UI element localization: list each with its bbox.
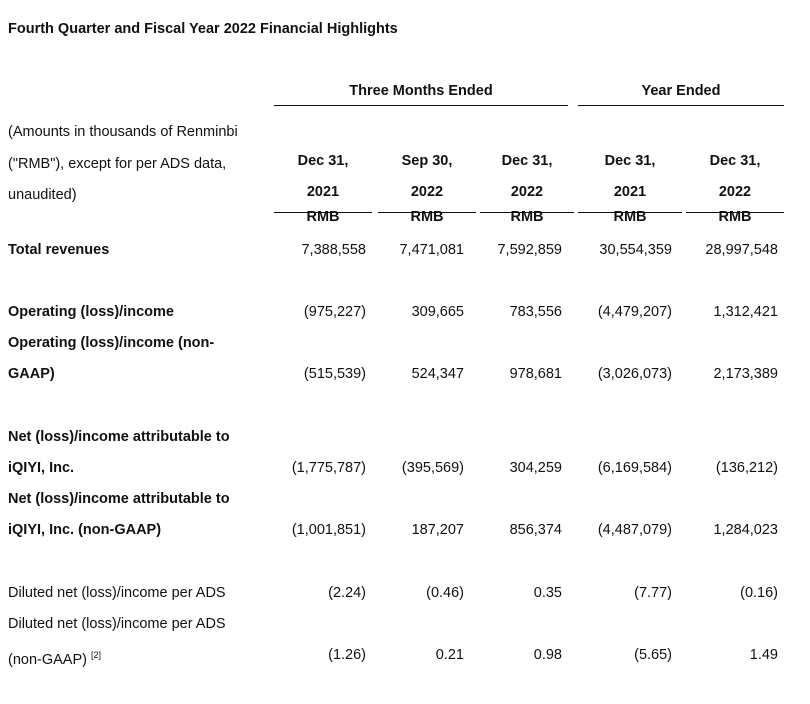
column-header-fy-2022: Dec 31, 2022 bbox=[686, 146, 784, 213]
table-cell: (0.46) bbox=[426, 585, 464, 601]
table-cell: (7.77) bbox=[634, 585, 672, 601]
page-title: Fourth Quarter and Fiscal Year 2022 Fina… bbox=[8, 21, 398, 37]
table-cell: 783,556 bbox=[509, 304, 562, 320]
table-cell: 1,284,023 bbox=[713, 522, 778, 538]
table-cell: 7,388,558 bbox=[301, 242, 366, 258]
row-label: Operating (loss)/income (non-GAAP) bbox=[8, 335, 215, 382]
table-cell: 978,681 bbox=[509, 366, 562, 382]
column-header-date: Dec 31, bbox=[297, 153, 349, 169]
table-cell: (2.24) bbox=[328, 585, 366, 601]
table-cell: (395,569) bbox=[401, 460, 464, 476]
unit-label: RMB bbox=[718, 209, 752, 225]
table-cell: (6,169,584) bbox=[597, 460, 672, 476]
three-months-ended-header: Three Months Ended bbox=[274, 83, 568, 106]
unit-label: RMB bbox=[613, 209, 647, 225]
column-header-year: 2021 bbox=[306, 184, 340, 200]
table-cell: 0.35 bbox=[533, 585, 562, 601]
table-cell: (1,775,787) bbox=[291, 460, 366, 476]
table-cell: 7,592,859 bbox=[497, 242, 562, 258]
row-label-text: Diluted net (loss)/income per ADS (non-G… bbox=[8, 616, 226, 668]
column-header-date: Dec 31, bbox=[604, 153, 656, 169]
row-label: Total revenues bbox=[8, 242, 110, 258]
row-label: Net (loss)/income attributable to iQIYI,… bbox=[8, 429, 230, 476]
table-cell: (0.16) bbox=[740, 585, 778, 601]
table-cell: (3,026,073) bbox=[597, 366, 672, 382]
column-header-year: 2021 bbox=[613, 184, 647, 200]
table-cell: 1.49 bbox=[749, 647, 778, 663]
table-cell: (975,227) bbox=[303, 304, 366, 320]
column-header-q4-2022: Dec 31, 2022 bbox=[480, 146, 574, 213]
table-cell: 1,312,421 bbox=[713, 304, 778, 320]
table-cell: 2,173,389 bbox=[713, 366, 778, 382]
table-cell: 187,207 bbox=[411, 522, 464, 538]
column-header-date: Dec 31, bbox=[709, 153, 761, 169]
amounts-note: (Amounts in thousands of Renminbi ("RMB"… bbox=[8, 124, 238, 203]
table-cell: (1,001,851) bbox=[291, 522, 366, 538]
column-header-fy-2021: Dec 31, 2021 bbox=[578, 146, 682, 213]
table-cell: (1.26) bbox=[328, 647, 366, 663]
row-label: Diluted net (loss)/income per ADS bbox=[8, 585, 226, 601]
unit-label: RMB bbox=[410, 209, 444, 225]
table-cell: 0.21 bbox=[435, 647, 464, 663]
column-header-date: Dec 31, bbox=[501, 153, 553, 169]
table-cell: 30,554,359 bbox=[599, 242, 672, 258]
year-ended-header: Year Ended bbox=[578, 83, 784, 106]
column-header-year: 2022 bbox=[510, 184, 544, 200]
row-label: Net (loss)/income attributable to iQIYI,… bbox=[8, 491, 230, 538]
table-cell: 28,997,548 bbox=[705, 242, 778, 258]
table-cell: (4,487,079) bbox=[597, 522, 672, 538]
table-cell: (515,539) bbox=[303, 366, 366, 382]
table-cell: 0.98 bbox=[533, 647, 562, 663]
row-label: Diluted net (loss)/income per ADS (non-G… bbox=[8, 609, 258, 676]
column-header-q3-2022: Sep 30, 2022 bbox=[378, 146, 476, 213]
column-header-q4-2021: Dec 31, 2021 bbox=[274, 146, 372, 213]
column-header-date: Sep 30, bbox=[401, 153, 453, 169]
table-cell: 304,259 bbox=[509, 460, 562, 476]
table-cell: 7,471,081 bbox=[399, 242, 464, 258]
table-cell: 856,374 bbox=[509, 522, 562, 538]
table-cell: (4,479,207) bbox=[597, 304, 672, 320]
table-cell: (136,212) bbox=[715, 460, 778, 476]
row-label: Operating (loss)/income bbox=[8, 304, 174, 320]
footnote-marker: [2] bbox=[91, 650, 102, 660]
table-cell: 309,665 bbox=[411, 304, 464, 320]
table-cell: (5.65) bbox=[634, 647, 672, 663]
unit-label: RMB bbox=[306, 209, 340, 225]
column-header-year: 2022 bbox=[410, 184, 444, 200]
table-cell: 524,347 bbox=[411, 366, 464, 382]
unit-label: RMB bbox=[510, 209, 544, 225]
column-header-year: 2022 bbox=[718, 184, 752, 200]
